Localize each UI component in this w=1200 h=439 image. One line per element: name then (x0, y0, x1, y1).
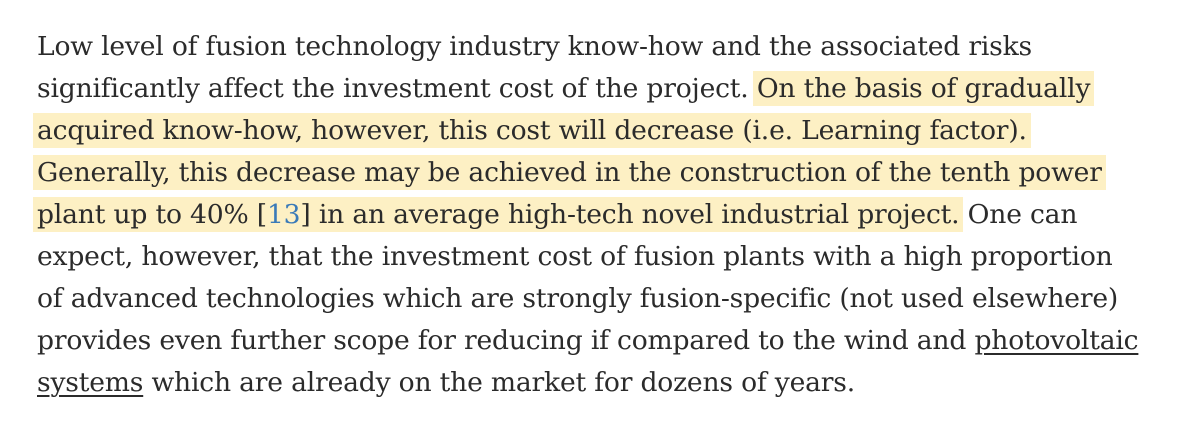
highlighted-text[interactable]: plant up to 40% [13] in an average high-… (33, 197, 964, 232)
highlighted-text-start: plant up to 40% [ (37, 199, 267, 230)
highlighted-text[interactable]: Generally, this decrease may be achieved… (33, 155, 1106, 190)
paragraph-line: plant up to 40% [13] in an average high-… (33, 194, 1177, 236)
photovoltaic-systems-link[interactable]: photovoltaic (974, 325, 1139, 356)
text-span: One can (959, 199, 1078, 230)
highlighted-text[interactable]: acquired know-how, however, this cost wi… (33, 113, 1031, 148)
paragraph-line: systems which are already on the market … (37, 362, 1177, 404)
text-span: which are already on the market for doze… (143, 367, 856, 398)
text-span: significantly affect the investment cost… (37, 73, 757, 104)
highlighted-text[interactable]: On the basis of gradually (752, 71, 1095, 106)
paragraph-line: provides even further scope for reducing… (37, 320, 1177, 362)
paragraph-line: acquired know-how, however, this cost wi… (33, 110, 1177, 152)
highlighted-text-end: ] in an average high-tech novel industri… (300, 199, 960, 230)
text-span: of advanced technologies which are stron… (37, 283, 1119, 314)
paragraph-line: significantly affect the investment cost… (37, 68, 1177, 110)
text-span: Low level of fusion technology industry … (37, 31, 1032, 62)
text-span: provides even further scope for reducing… (37, 325, 975, 356)
paragraph-line: Low level of fusion technology industry … (37, 26, 1177, 68)
text-span: expect, however, that the investment cos… (37, 241, 1113, 272)
citation-link[interactable]: 13 (266, 199, 301, 230)
paragraph-line: Generally, this decrease may be achieved… (33, 152, 1177, 194)
photovoltaic-systems-link-continued[interactable]: systems (37, 367, 144, 398)
paragraph-line: expect, however, that the investment cos… (37, 236, 1177, 278)
article-paragraph: Low level of fusion technology industry … (33, 26, 1177, 404)
paragraph-line: of advanced technologies which are stron… (37, 278, 1177, 320)
